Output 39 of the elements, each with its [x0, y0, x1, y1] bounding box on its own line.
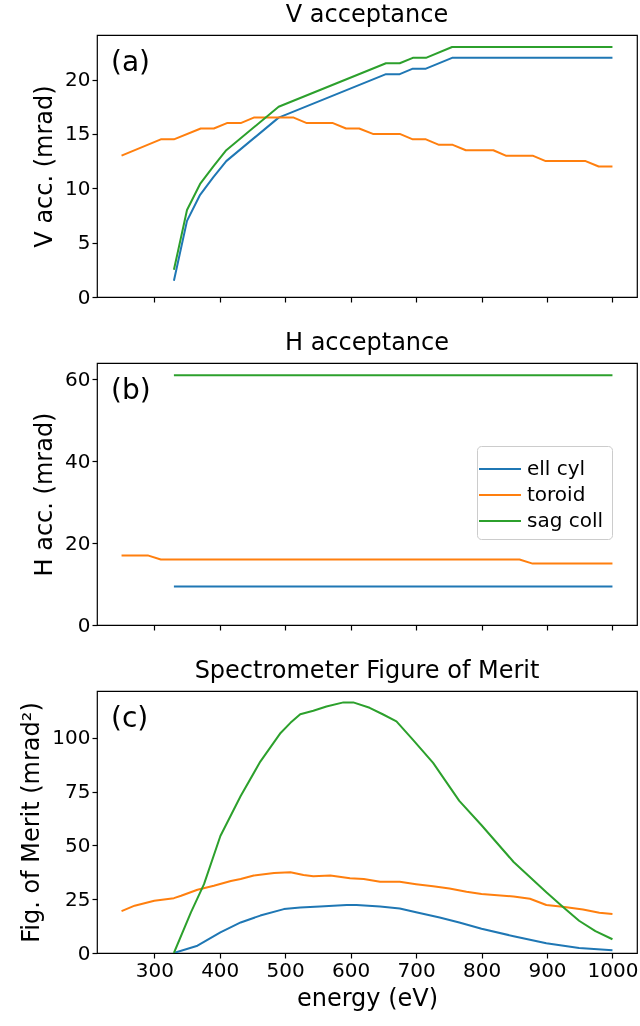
x-tick-label: 500	[266, 957, 305, 982]
x-tick-label: 900	[528, 957, 567, 982]
y-axis-title: Fig. of Merit (mrad²)	[17, 702, 46, 943]
annotation: (c)	[111, 701, 149, 734]
line-series	[172, 904, 614, 953]
y-tick-label: 75	[65, 779, 91, 804]
y-tick-label: 15	[65, 121, 91, 146]
annotation: (a)	[111, 45, 151, 78]
y-tick-label: 0	[77, 612, 91, 637]
y-tick-label: 100	[52, 725, 91, 750]
y-tick-label: 0	[77, 940, 91, 965]
x-tick-label: 1000	[587, 957, 639, 982]
legend-label: toroid	[527, 482, 586, 506]
line-series	[120, 116, 614, 168]
y-tick-label: 40	[65, 448, 91, 473]
line-series	[172, 701, 614, 953]
y-tick-label: 60	[65, 366, 91, 391]
x-tick-label: 300	[135, 957, 174, 982]
chart-title: V acceptance	[285, 0, 449, 28]
y-tick-label: 20	[65, 530, 91, 555]
y-tick-label: 25	[65, 886, 91, 911]
chart-title: H acceptance	[284, 328, 450, 356]
x-axis-title: energy (eV)	[296, 983, 439, 1012]
y-tick-label: 0	[77, 284, 91, 309]
line-series	[120, 871, 614, 916]
chart-title: Spectrometer Figure of Merit	[194, 656, 540, 684]
y-tick-label: 20	[65, 67, 91, 92]
y-axis-title: H acc. (mrad)	[30, 412, 59, 577]
x-tick-label: 800	[462, 957, 502, 982]
y-tick-label: 50	[65, 832, 91, 857]
x-tick-label: 700	[397, 957, 436, 982]
y-axis-title: V acc. (mrad)	[30, 85, 59, 248]
y-tick-label: 10	[65, 175, 91, 200]
x-tick-label: 400	[201, 957, 240, 982]
y-tick-label: 5	[77, 230, 91, 255]
x-tick-label: 600	[332, 957, 371, 982]
annotation: (b)	[111, 373, 151, 406]
legend-label: sag coll	[527, 508, 604, 532]
legend-label: ell cyl	[527, 456, 586, 480]
